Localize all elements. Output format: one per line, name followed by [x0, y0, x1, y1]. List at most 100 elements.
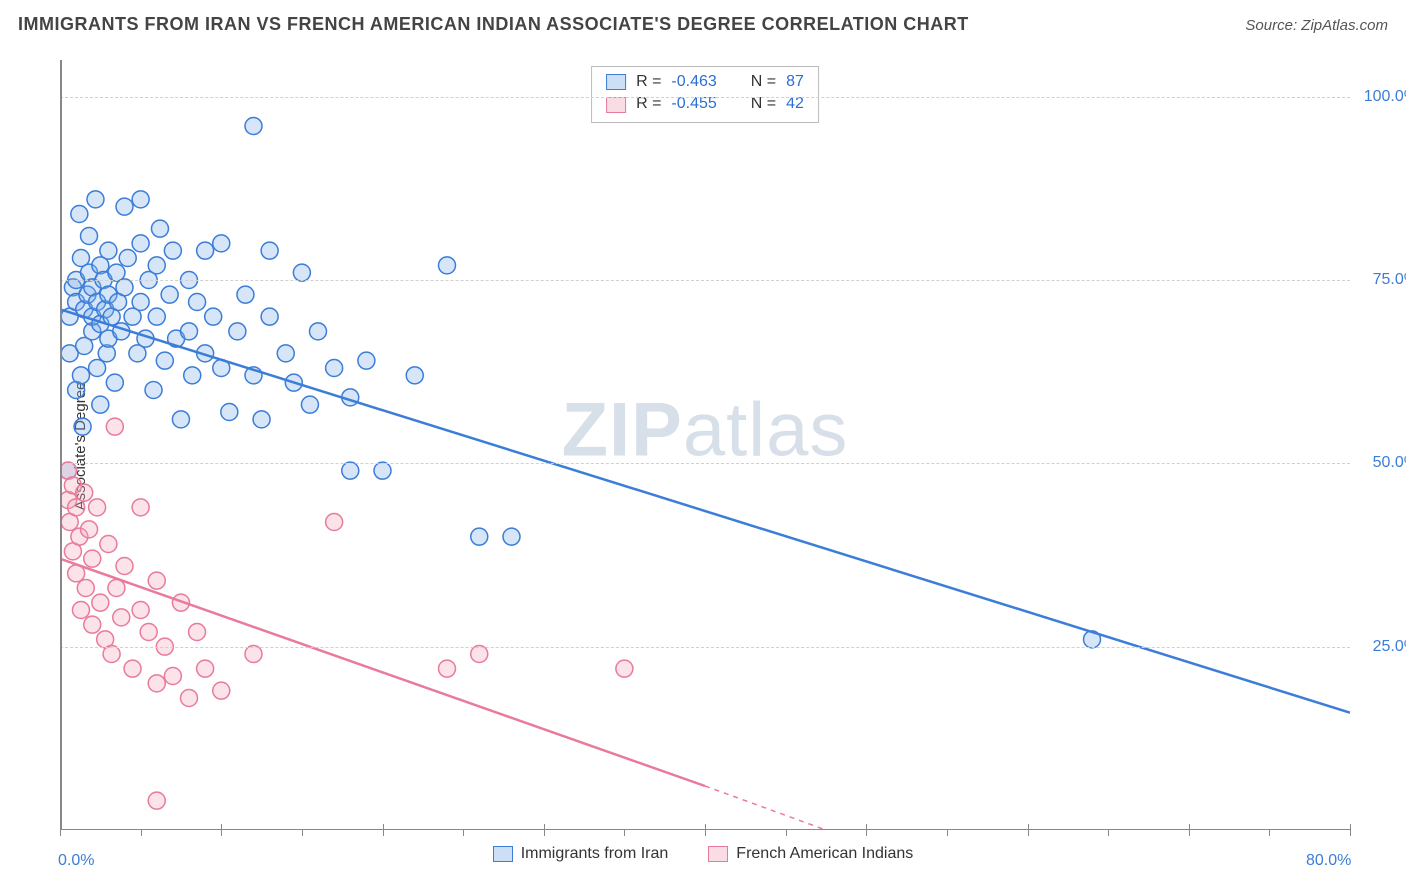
data-point: [181, 323, 198, 340]
chart-source: Source: ZipAtlas.com: [1245, 17, 1388, 34]
data-point: [189, 294, 206, 311]
x-tick-mark: [624, 829, 625, 836]
data-point: [326, 360, 343, 377]
legend-series-name: Immigrants from Iran: [521, 845, 669, 863]
data-point: [106, 374, 123, 391]
x-tick-mark: [141, 829, 142, 836]
gridline: [60, 280, 1350, 281]
data-point: [116, 558, 133, 575]
data-point: [148, 675, 165, 692]
data-point: [148, 572, 165, 589]
data-point: [116, 279, 133, 296]
legend-r-label: R =: [636, 71, 661, 93]
data-point: [229, 323, 246, 340]
legend-n-value: 87: [786, 71, 804, 93]
data-point: [140, 624, 157, 641]
data-point: [616, 660, 633, 677]
data-point: [172, 411, 189, 428]
data-point: [76, 484, 93, 501]
y-tick-label: 50.0%: [1373, 454, 1406, 472]
data-point: [113, 609, 130, 626]
trend-line-extension: [705, 786, 866, 830]
gridline: [60, 97, 1350, 98]
data-point: [277, 345, 294, 362]
data-point: [84, 616, 101, 633]
x-tick-mark: [1269, 829, 1270, 836]
data-point: [92, 396, 109, 413]
legend-n-label: N =: [751, 71, 776, 93]
data-point: [406, 367, 423, 384]
x-tick-mark: [1028, 824, 1029, 836]
chart-title: IMMIGRANTS FROM IRAN VS FRENCH AMERICAN …: [18, 14, 969, 35]
data-point: [100, 242, 117, 259]
x-tick-mark: [705, 824, 706, 836]
data-point: [245, 646, 262, 663]
legend-stat-row: R = -0.463 N = 87: [606, 71, 804, 93]
data-point: [205, 308, 222, 325]
legend-stats-box: R = -0.463N = 87R = -0.455N = 42: [591, 66, 819, 123]
data-point: [310, 323, 327, 340]
legend-swatch: [606, 97, 626, 113]
y-axis-line: [60, 60, 62, 830]
data-point: [261, 308, 278, 325]
data-point: [148, 792, 165, 809]
data-point: [132, 294, 149, 311]
chart-plot-area: ZIPatlas R = -0.463N = 87R = -0.455N = 4…: [60, 60, 1350, 830]
data-point: [245, 118, 262, 135]
data-point: [132, 235, 149, 252]
data-point: [197, 242, 214, 259]
legend-swatch: [493, 846, 513, 862]
data-point: [213, 682, 230, 699]
data-point: [221, 404, 238, 421]
data-point: [119, 250, 136, 267]
data-point: [164, 668, 181, 685]
data-point: [72, 602, 89, 619]
data-point: [100, 536, 117, 553]
data-point: [326, 514, 343, 531]
x-tick-mark: [221, 824, 222, 836]
data-point: [148, 257, 165, 274]
legend-r-value: -0.463: [671, 71, 716, 93]
data-point: [92, 594, 109, 611]
data-point: [181, 690, 198, 707]
data-point: [81, 521, 98, 538]
x-tick-mark: [302, 829, 303, 836]
data-point: [503, 528, 520, 545]
data-point: [151, 220, 168, 237]
x-tick-mark: [383, 824, 384, 836]
data-point: [77, 580, 94, 597]
data-point: [213, 235, 230, 252]
x-tick-mark: [866, 824, 867, 836]
data-point: [132, 499, 149, 516]
data-point: [471, 528, 488, 545]
data-point: [71, 206, 88, 223]
data-point: [103, 646, 120, 663]
data-point: [148, 308, 165, 325]
legend-item: Immigrants from Iran: [493, 845, 669, 863]
legend-series-name: French American Indians: [736, 845, 913, 863]
y-tick-label: 100.0%: [1364, 88, 1406, 106]
trend-line: [60, 559, 705, 786]
legend-series: Immigrants from Iran French American Indi…: [0, 845, 1406, 867]
gridline: [60, 463, 1350, 464]
data-point: [293, 264, 310, 281]
scatter-plot-svg: [60, 60, 1350, 830]
data-point: [74, 418, 91, 435]
data-point: [189, 624, 206, 641]
data-point: [106, 418, 123, 435]
y-tick-label: 25.0%: [1373, 638, 1406, 656]
data-point: [358, 352, 375, 369]
data-point: [132, 191, 149, 208]
data-point: [184, 367, 201, 384]
x-tick-mark: [1189, 824, 1190, 836]
legend-swatch: [606, 74, 626, 90]
legend-swatch: [708, 846, 728, 862]
data-point: [72, 367, 89, 384]
x-tick-mark: [463, 829, 464, 836]
data-point: [108, 580, 125, 597]
x-tick-mark: [544, 824, 545, 836]
legend-item: French American Indians: [708, 845, 913, 863]
data-point: [197, 660, 214, 677]
data-point: [374, 462, 391, 479]
x-tick-mark: [1108, 829, 1109, 836]
